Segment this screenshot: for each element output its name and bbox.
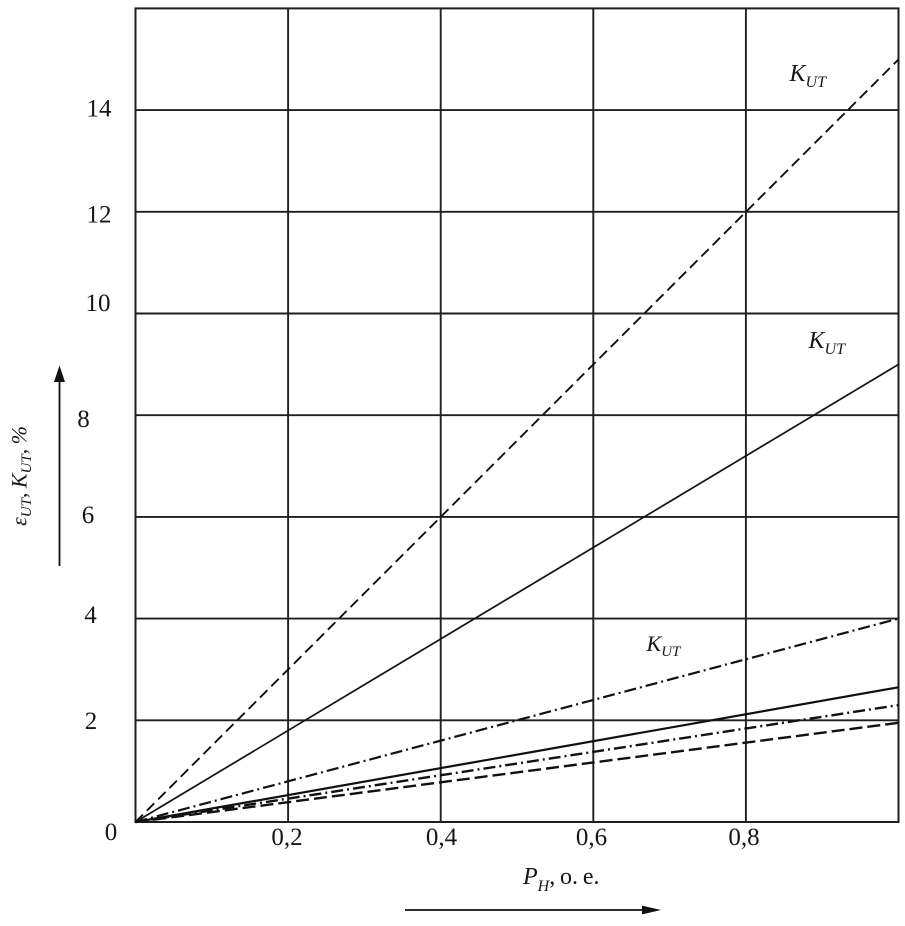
svg-text:0,4: 0,4 (426, 824, 458, 851)
svg-text:0,6: 0,6 (576, 824, 607, 851)
svg-text:PH, о. е.: PH, о. е. (522, 864, 600, 895)
svg-text:10: 10 (86, 290, 111, 317)
svg-text:0: 0 (105, 819, 118, 846)
svg-text:14: 14 (87, 96, 113, 123)
svg-text:KUT: KUT (646, 631, 683, 660)
svg-text:0,8: 0,8 (728, 824, 759, 851)
svg-text:6: 6 (82, 502, 95, 529)
svg-text:2: 2 (85, 708, 98, 735)
svg-text:0,2: 0,2 (271, 824, 302, 851)
svg-text:12: 12 (87, 202, 112, 229)
svg-text:8: 8 (77, 406, 90, 433)
svg-text:4: 4 (84, 602, 97, 629)
